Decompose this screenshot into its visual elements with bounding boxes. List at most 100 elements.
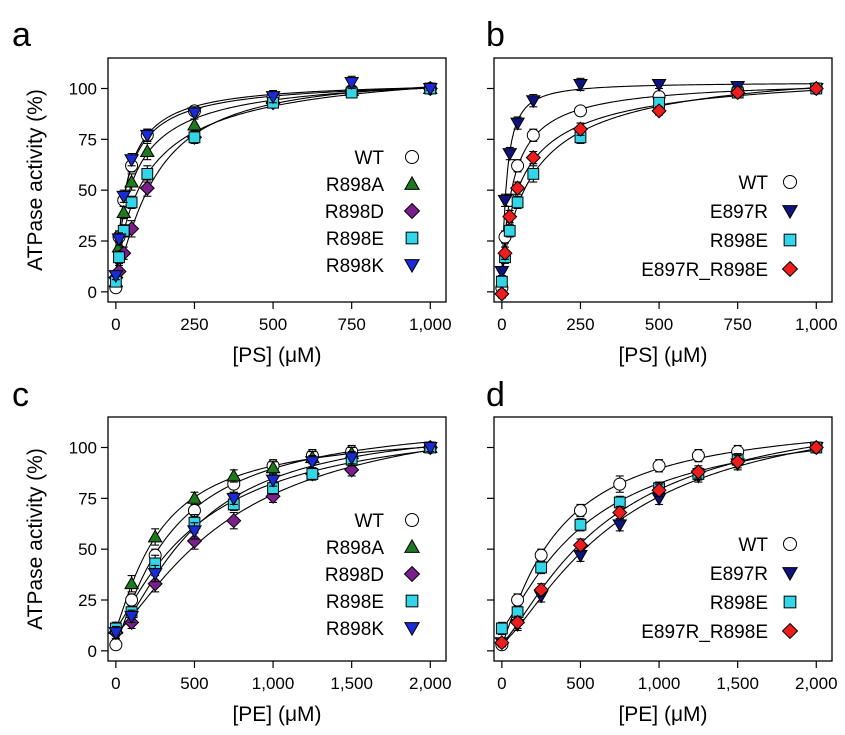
- legend-label: R898D: [325, 565, 384, 586]
- series-e897r-r898e: [494, 439, 824, 651]
- data-point: [509, 614, 526, 630]
- data-point: [109, 638, 123, 652]
- data-point: [511, 196, 524, 209]
- legend-marker: [783, 537, 797, 551]
- legend-marker: [403, 259, 421, 274]
- data-point: [226, 513, 242, 529]
- y-axis-label: ATPase activity (%): [24, 89, 47, 271]
- data-point: [497, 194, 513, 208]
- data-point: [535, 561, 548, 574]
- plot-frame: [493, 416, 833, 662]
- data-point: [613, 477, 627, 491]
- data-point: [147, 529, 163, 543]
- x-tick-label: 500: [259, 315, 287, 334]
- data-point: [691, 449, 705, 463]
- panel-d: d 0 500 1,000 1,500 2,000 [PE] (μM) WT E897R R898…: [486, 376, 838, 726]
- x-axis-label: [PE] (μM): [618, 703, 707, 726]
- data-point: [574, 518, 587, 531]
- data-point: [344, 462, 360, 478]
- legend-label: E897R_R898E: [641, 260, 768, 281]
- x-tick-label: 0: [111, 315, 120, 334]
- data-point: [494, 266, 510, 280]
- data-point: [141, 168, 154, 180]
- data-point: [502, 148, 518, 162]
- panel-c: c 0 500 1,000 1,500 2,000 0 25 50 75 100 [PE] (μM) A…: [12, 376, 452, 726]
- legend-marker: [405, 150, 419, 164]
- x-tick-label: 0: [497, 674, 506, 693]
- y-tick-label: 75: [78, 489, 97, 508]
- x-tick-label: 1,500: [716, 674, 759, 693]
- y-tick-label: 50: [78, 181, 97, 200]
- legend-marker: [403, 538, 421, 553]
- legend-label: E897R: [710, 564, 768, 585]
- legend-label: R898E: [326, 592, 384, 613]
- y-tick-label: 50: [78, 540, 97, 559]
- data-point: [652, 459, 666, 473]
- legend-label: R898K: [326, 256, 384, 277]
- y-tick-label: 0: [88, 642, 97, 661]
- data-point: [124, 174, 140, 188]
- plot-frame: [107, 416, 447, 662]
- data-point: [572, 121, 589, 137]
- legend-label: WT: [738, 173, 768, 194]
- data-point: [111, 233, 127, 247]
- data-point: [573, 504, 587, 518]
- data-point: [124, 154, 140, 168]
- data-point: [422, 442, 438, 456]
- data-point: [344, 452, 360, 466]
- legend-label: R898A: [326, 538, 384, 559]
- legend-label: WT: [354, 511, 384, 532]
- data-point: [494, 635, 510, 651]
- data-point: [186, 533, 203, 549]
- legend-label: WT: [354, 148, 384, 169]
- data-point: [344, 76, 360, 91]
- data-point: [306, 468, 319, 480]
- y-tick-label: 75: [78, 130, 97, 149]
- x-tick-label: 250: [566, 315, 594, 334]
- legend-label: WT: [738, 535, 768, 556]
- legend-label: R898K: [326, 619, 384, 640]
- legend-label: R898E: [326, 229, 384, 250]
- series-e897r-r898e: [494, 80, 824, 302]
- x-tick-label: 1,000: [252, 674, 295, 693]
- data-point: [304, 456, 320, 470]
- legend-marker: [403, 622, 421, 637]
- series-wt: [109, 82, 437, 295]
- data-point: [502, 208, 518, 225]
- data-point: [187, 107, 202, 121]
- x-tick-label: 0: [497, 315, 506, 334]
- y-tick-label: 100: [69, 80, 97, 99]
- data-point: [730, 454, 746, 470]
- data-point: [730, 84, 746, 101]
- plot-frame: [493, 57, 833, 303]
- y-tick-label: 0: [88, 283, 97, 302]
- data-point: [497, 245, 513, 261]
- legend: WT R898A R898D R898E R898K: [325, 511, 421, 640]
- data-point: [526, 128, 540, 142]
- legend: WT E897R R898E E897R_R898E: [641, 173, 799, 281]
- data-point: [612, 519, 628, 533]
- x-tick-label: 2,000: [795, 674, 838, 693]
- data-point: [612, 504, 628, 521]
- data-point: [116, 204, 132, 218]
- data-point: [525, 95, 541, 109]
- data-point: [187, 525, 202, 539]
- data-point: [534, 548, 548, 562]
- data-point: [125, 593, 139, 607]
- legend-label: R898E: [710, 231, 768, 252]
- data-point: [187, 490, 202, 504]
- data-point: [572, 537, 589, 553]
- data-point: [226, 468, 242, 482]
- data-point: [533, 582, 549, 598]
- x-tick-label: 2,000: [409, 674, 452, 693]
- y-tick-label: 25: [78, 232, 97, 251]
- legend-marker: [783, 175, 797, 189]
- x-tick-label: 1,000: [795, 315, 838, 334]
- data-point: [188, 131, 201, 144]
- legend-label: E897R_R898E: [641, 622, 768, 643]
- y-axis-label: ATPase activity (%): [24, 448, 47, 630]
- legend-marker: [781, 567, 799, 582]
- series-r898a: [108, 439, 438, 636]
- data-point: [139, 129, 155, 143]
- legend-label: R898E: [710, 593, 768, 614]
